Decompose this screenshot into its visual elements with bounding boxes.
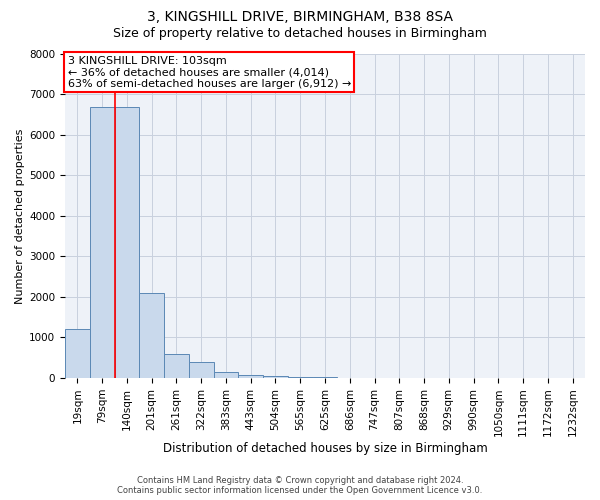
Bar — [238, 374, 263, 378]
Bar — [164, 354, 189, 378]
Bar — [65, 330, 90, 378]
Text: Size of property relative to detached houses in Birmingham: Size of property relative to detached ho… — [113, 28, 487, 40]
Bar — [214, 372, 238, 378]
Text: Contains HM Land Registry data © Crown copyright and database right 2024.
Contai: Contains HM Land Registry data © Crown c… — [118, 476, 482, 495]
Bar — [313, 377, 337, 378]
Bar — [189, 362, 214, 378]
X-axis label: Distribution of detached houses by size in Birmingham: Distribution of detached houses by size … — [163, 442, 487, 455]
Bar — [139, 293, 164, 378]
Bar — [90, 106, 115, 378]
Text: 3, KINGSHILL DRIVE, BIRMINGHAM, B38 8SA: 3, KINGSHILL DRIVE, BIRMINGHAM, B38 8SA — [147, 10, 453, 24]
Bar — [263, 376, 288, 378]
Text: 3 KINGSHILL DRIVE: 103sqm
← 36% of detached houses are smaller (4,014)
63% of se: 3 KINGSHILL DRIVE: 103sqm ← 36% of detac… — [68, 56, 351, 89]
Bar — [288, 376, 313, 378]
Y-axis label: Number of detached properties: Number of detached properties — [15, 128, 25, 304]
Bar — [115, 106, 139, 378]
